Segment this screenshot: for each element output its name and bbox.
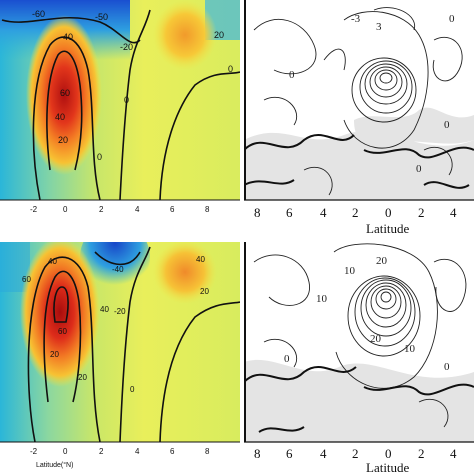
x-tick-labels: -2 0 2 4 6 8 [30,205,210,214]
contour-label: 40 [196,255,205,264]
x-tick-label: 4 [135,447,140,456]
x-tick-label: 4 [135,205,140,214]
contour-label: 20 [370,333,382,345]
shaded-region [244,359,474,442]
x-tick-label: 8 [254,205,261,220]
contour-label-group: -3 0 3 0 0 0 [289,13,455,175]
contour-label-group: 60 40 -40 40 20 -20 60 20 40 20 0 [22,255,209,394]
contour-label: 20 [376,255,388,267]
zero-contour [244,366,474,433]
contour-label: 60 [22,275,31,284]
x-tick-label: 0 [63,447,68,456]
contour-label: -20 [114,307,126,316]
x-tick-label: -2 [30,205,38,214]
contour-label: -40 [112,265,124,274]
x-tick-labels: 8 6 4 2 0 2 4 [254,446,457,461]
contour-label: -3 [351,13,361,25]
contour-label: 10 [404,343,416,355]
contour-lines [27,246,240,443]
contour-label: 0 [97,152,102,162]
contour-label: -40 [60,32,73,42]
contour-label: 20 [58,135,68,145]
contour-label: 40 [100,305,109,314]
x-tick-label: 0 [63,205,68,214]
x-tick-label: 2 [352,205,359,220]
x-tick-label: 0 [385,446,392,461]
x-tick-label: 4 [320,205,327,220]
contour-lines [1,9,240,201]
contour-label: 20 [78,373,87,382]
x-axis-label: Latitude [366,460,410,474]
contour-label: 20 [50,350,59,359]
x-tick-label: 2 [418,446,425,461]
panel-bottom-left: 60 40 -40 40 20 -20 60 20 40 20 0 -2 0 2… [0,242,240,474]
x-tick-label: 6 [286,446,293,461]
x-tick-label: -2 [30,447,38,456]
x-axis-label: Latitude [366,221,410,236]
x-tick-label: 8 [254,446,261,461]
contour-label: -60 [32,9,45,19]
shaded-region [244,131,474,200]
contour-label: 0 [289,69,295,81]
contour-label: 40 [55,112,65,122]
x-tick-label: 4 [320,446,327,461]
contour-label: 0 [228,64,233,74]
x-tick-label: 8 [205,447,210,456]
colored-contour-plot-top: -60 -40 -20 -50 20 60 40 20 0 0 0 -2 0 2… [0,0,240,214]
x-tick-label: 2 [418,205,425,220]
secondary-maximum [153,0,217,70]
contour-lines [253,7,463,196]
contour-label-group: 10 20 10 10 20 0 0 [284,255,450,373]
x-tick-label: 2 [352,446,359,461]
contour-label-group: -60 -40 -20 -50 20 60 40 20 0 0 0 [32,9,233,162]
contour-label: 0 [284,353,290,365]
contour-lines [253,243,467,428]
x-tick-label: 0 [385,205,392,220]
contour-label: -50 [95,12,108,22]
secondary-maximum [153,242,217,304]
contour-label: 40 [48,257,57,266]
colored-contour-plot-bottom: 60 40 -40 40 20 -20 60 20 40 20 0 -2 0 2… [0,242,240,469]
zero-contour [244,134,474,189]
contour-label: 0 [449,13,455,25]
contour-label: 60 [60,88,70,98]
contour-label: 0 [416,163,422,175]
contour-label: 20 [214,30,224,40]
x-tick-label: 8 [205,205,210,214]
contour-label: 20 [200,287,209,296]
contour-label: 60 [58,327,67,336]
x-tick-label: 4 [450,446,457,461]
x-axis-label: Latitude(°N) [36,461,73,469]
contour-label: 0 [130,385,135,394]
contour-label: 10 [316,293,328,305]
line-contour-plot-bottom: 10 20 10 10 20 0 0 8 6 4 2 0 2 4 Latitud… [244,242,474,474]
x-tick-labels: -2 0 2 4 6 8 [30,447,210,456]
contour-label: 0 [444,361,450,373]
contour-label: 10 [344,265,356,277]
x-tick-label: 2 [99,205,104,214]
contour-label: 0 [444,119,450,131]
x-tick-label: 2 [99,447,104,456]
x-tick-label: 6 [170,447,175,456]
panel-bottom-right: 10 20 10 10 20 0 0 8 6 4 2 0 2 4 Latitud… [244,242,474,474]
x-tick-label: 4 [450,205,457,220]
contour-label: 3 [376,21,382,33]
contour-label: 0 [124,95,129,105]
x-tick-label: 6 [170,205,175,214]
contour-label: -20 [120,42,133,52]
x-tick-labels: 8 6 4 2 0 2 4 [254,205,457,220]
panel-top-right: -3 0 3 0 0 0 8 6 4 2 0 2 4 Latitude [244,0,474,237]
x-tick-label: 6 [286,205,293,220]
line-contour-plot-top: -3 0 3 0 0 0 8 6 4 2 0 2 4 Latitude [244,0,474,236]
panel-top-left: -60 -40 -20 -50 20 60 40 20 0 0 0 -2 0 2… [0,0,240,232]
